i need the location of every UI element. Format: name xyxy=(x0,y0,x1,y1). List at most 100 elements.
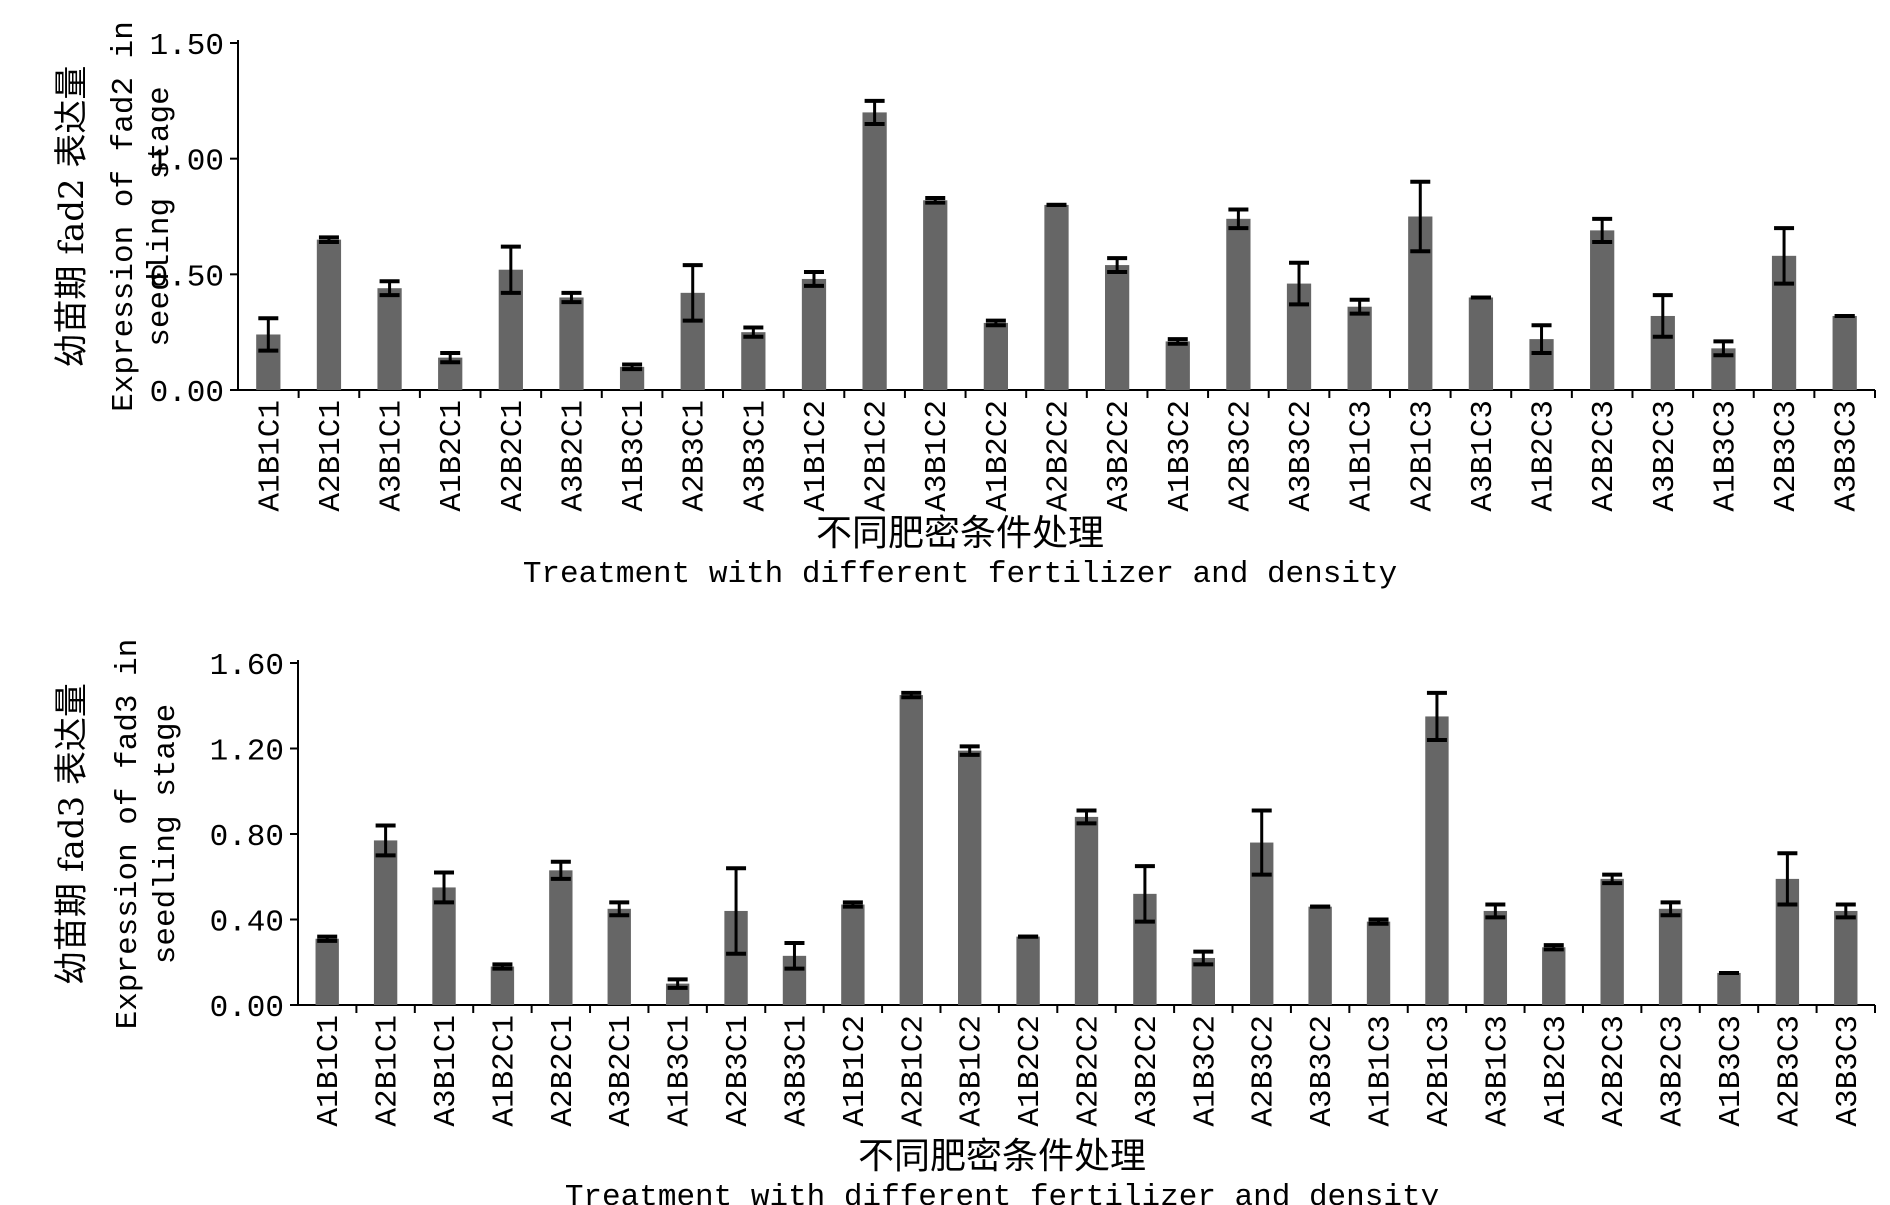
x-tick-label: A1B2C1 xyxy=(435,400,470,512)
bar xyxy=(1191,957,1215,1005)
bar xyxy=(983,322,1008,390)
x-tick-label: A3B1C2 xyxy=(955,1015,990,1127)
x-tick-label: A3B3C1 xyxy=(738,400,773,512)
y-tick-label: 0.80 xyxy=(210,820,284,855)
y-axis-title-en-2: seedling stage xyxy=(143,86,178,346)
bar xyxy=(899,695,923,1005)
bar xyxy=(619,366,645,390)
x-tick-label: A3B3C3 xyxy=(1831,1015,1866,1127)
x-tick-label: A3B3C2 xyxy=(1305,1015,1340,1127)
y-tick-label: 1.00 xyxy=(150,145,224,180)
bar xyxy=(1425,716,1449,1005)
bar xyxy=(1775,878,1800,1005)
x-tick-label: A3B3C2 xyxy=(1284,400,1319,512)
x-tick-label: A2B3C3 xyxy=(1772,1015,1807,1127)
x-tick-label: A2B2C1 xyxy=(496,400,531,512)
x-tick-label: A2B1C2 xyxy=(896,1015,931,1127)
x-tick-label: A3B1C2 xyxy=(920,400,955,512)
x-tick-label: A1B2C3 xyxy=(1527,400,1562,512)
bar xyxy=(1658,908,1683,1005)
bar xyxy=(432,887,456,1005)
bar xyxy=(1717,972,1741,1005)
y-tick-label: 1.50 xyxy=(150,29,224,64)
y-tick-label: 0.00 xyxy=(210,991,284,1026)
x-axis-title-cn: 不同肥密条件处理 xyxy=(816,513,1104,554)
x-tick-label: A1B1C3 xyxy=(1364,1015,1399,1127)
bar xyxy=(490,966,515,1005)
bar xyxy=(1308,906,1332,1005)
x-tick-label: A2B3C2 xyxy=(1247,1015,1282,1127)
bar xyxy=(1832,315,1857,390)
y-tick-label: 1.60 xyxy=(210,649,284,684)
bar xyxy=(1542,947,1566,1005)
bar xyxy=(1226,218,1251,390)
bar xyxy=(923,200,948,390)
x-tick-label: A2B3C1 xyxy=(678,400,713,512)
x-tick-label: A1B1C2 xyxy=(838,1015,873,1127)
bar xyxy=(841,904,865,1005)
x-tick-label: A1B3C3 xyxy=(1714,1015,1749,1127)
x-tick-label: A1B3C1 xyxy=(617,400,652,512)
x-tick-label: A3B1C1 xyxy=(375,400,410,512)
x-tick-label: A3B1C3 xyxy=(1480,1015,1515,1127)
bar xyxy=(377,288,402,390)
bar xyxy=(316,239,342,390)
x-tick-label: A3B2C2 xyxy=(1102,400,1137,512)
bar xyxy=(1834,910,1858,1005)
x-tick-label: A2B2C2 xyxy=(1042,400,1077,512)
bar xyxy=(1483,910,1508,1005)
x-tick-label: A2B1C1 xyxy=(314,400,349,512)
x-tick-label: A3B1C3 xyxy=(1466,400,1501,512)
x-tick-label: A3B2C3 xyxy=(1656,1015,1691,1127)
fad2-chart: 0.00 0.50 1.00 1.50 A1B1C1 A2B1C1 A3B1C1 A1B2C1… xyxy=(52,21,1876,592)
bar xyxy=(1250,842,1274,1005)
x-tick-label: A2B3C2 xyxy=(1223,400,1258,512)
y-axis-title-cn: 幼苗期 fad3 表达量 xyxy=(52,683,92,985)
bar xyxy=(1165,341,1190,390)
bar xyxy=(741,332,766,390)
x-tick-label: A2B1C3 xyxy=(1422,1015,1457,1127)
bar xyxy=(549,870,573,1005)
x-tick-label: A3B2C1 xyxy=(556,400,591,512)
x-tick-label: A1B2C2 xyxy=(981,400,1016,512)
x-tick-label: A3B2C1 xyxy=(604,1015,639,1127)
x-axis-title-en: Treatment with different fertilizer and … xyxy=(565,1180,1439,1205)
bar xyxy=(373,840,398,1005)
x-tick-label: A3B1C1 xyxy=(429,1015,464,1127)
x-tick-label: A1B3C2 xyxy=(1163,400,1198,512)
x-tick-label: A3B3C3 xyxy=(1830,400,1865,512)
bar xyxy=(862,112,887,391)
x-tick-label: A1B3C2 xyxy=(1188,1015,1223,1127)
bar xyxy=(1366,921,1391,1005)
bar xyxy=(1074,816,1099,1005)
bar xyxy=(1600,878,1624,1005)
x-tick-label: A1B3C1 xyxy=(663,1015,698,1127)
y-axis-title-cn: 幼苗期 fad2 表达量 xyxy=(52,66,92,368)
bar xyxy=(1044,204,1069,390)
x-axis-title-cn: 不同肥密条件处理 xyxy=(858,1136,1146,1177)
x-axis-title-en: Treatment with different fertilizer and … xyxy=(523,557,1397,592)
x-tick-label: A3B3C1 xyxy=(779,1015,814,1127)
bar xyxy=(958,750,982,1005)
x-tick-label: A1B1C1 xyxy=(253,400,288,512)
y-axis-title-en-1: Expression of fad3 in xyxy=(111,639,146,1030)
x-tick-label: A1B1C1 xyxy=(312,1015,347,1127)
y-axis-title-en-1: Expression of fad2 in xyxy=(107,21,142,412)
y-axis-title-en-2: seedling stage xyxy=(149,704,184,964)
x-tick-label: A2B2C3 xyxy=(1587,400,1622,512)
y-tick-label: 0.00 xyxy=(150,376,224,411)
x-tick-label: A2B3C1 xyxy=(721,1015,756,1127)
bar xyxy=(1347,306,1372,390)
y-tick-label: 0.50 xyxy=(150,260,224,295)
y-tick-label: 1.20 xyxy=(210,735,284,770)
x-tick-label: A3B2C3 xyxy=(1648,400,1683,512)
bar xyxy=(1590,230,1615,390)
x-tick-label: A2B2C1 xyxy=(546,1015,581,1127)
y-tick-label: 0.40 xyxy=(210,906,284,941)
bar xyxy=(1468,297,1494,390)
x-tick-label: A2B2C2 xyxy=(1072,1015,1107,1127)
x-tick-label: A2B3C3 xyxy=(1769,400,1804,512)
x-tick-label: A1B2C1 xyxy=(487,1015,522,1127)
bar xyxy=(724,910,748,1005)
